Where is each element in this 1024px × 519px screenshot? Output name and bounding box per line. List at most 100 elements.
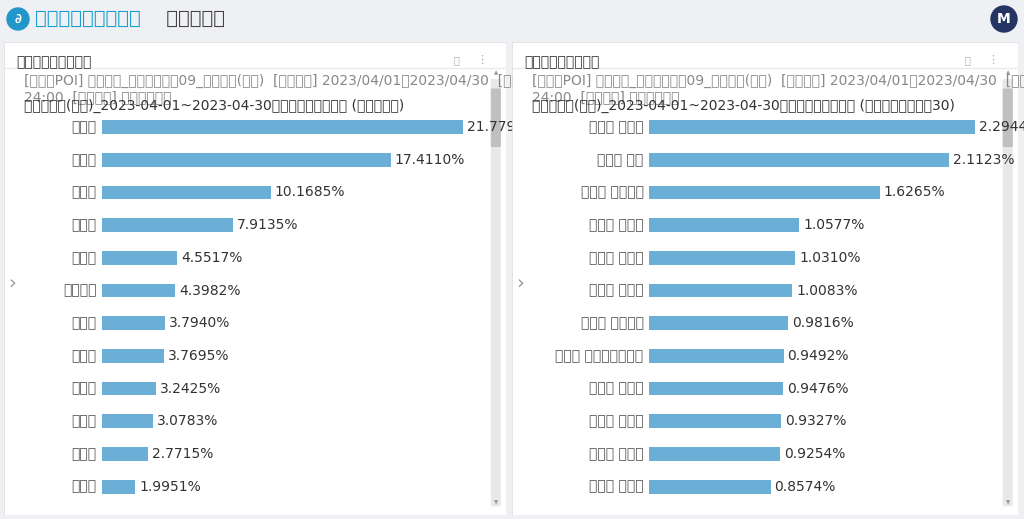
FancyBboxPatch shape: [4, 42, 506, 515]
FancyBboxPatch shape: [648, 251, 796, 265]
Text: 京都府: 京都府: [72, 381, 97, 395]
FancyBboxPatch shape: [490, 88, 501, 147]
Text: 愛知県 名古屋市千種区: 愛知県 名古屋市千種区: [555, 349, 643, 363]
Text: ▼: ▼: [1006, 500, 1010, 506]
Text: 三重県 松阪市: 三重県 松阪市: [589, 251, 643, 265]
Text: 大阪府 東大阪市: 大阪府 東大阪市: [581, 316, 643, 330]
FancyBboxPatch shape: [101, 251, 177, 265]
Text: 2.1123%: 2.1123%: [953, 153, 1015, 167]
Text: 埼玉県: 埼玉県: [72, 414, 97, 428]
Text: 4.5517%: 4.5517%: [181, 251, 243, 265]
Text: ›: ›: [516, 274, 524, 293]
FancyBboxPatch shape: [648, 186, 880, 199]
Text: 三重県 伊勢市: 三重県 伊勢市: [589, 120, 643, 134]
Text: ⋮: ⋮: [476, 56, 486, 65]
FancyBboxPatch shape: [648, 415, 781, 428]
Text: 3.7695%: 3.7695%: [168, 349, 230, 363]
Text: 「伊勢神宮(内宮)_2023-04-01~2023-04-30」への来訪者の割合 (市区町村別の上位30): 「伊勢神宮(内宮)_2023-04-01~2023-04-30」への来訪者の割合…: [532, 99, 955, 113]
Text: 0.9327%: 0.9327%: [785, 414, 847, 428]
FancyBboxPatch shape: [648, 120, 975, 134]
Text: 市区町村別来訪比率: 市区町村別来訪比率: [524, 56, 600, 70]
FancyBboxPatch shape: [101, 447, 147, 461]
Text: 3.7940%: 3.7940%: [169, 316, 230, 330]
Text: ›: ›: [8, 274, 15, 293]
Text: 4.3982%: 4.3982%: [179, 283, 241, 297]
Text: 1.9951%: 1.9951%: [139, 480, 201, 494]
Text: 愛知県 岡崎市: 愛知県 岡崎市: [589, 480, 643, 494]
Text: 1.0577%: 1.0577%: [803, 218, 864, 232]
Text: 岐阜県 岐阜市: 岐阜県 岐阜市: [589, 381, 643, 395]
Text: [ホームPOI] サンプル_観光スポット09_伊勢神宮(内宮)  [分析期間] 2023/04/01〜2023/04/30  [時間帯] 00:00〜
24:0: [ホームPOI] サンプル_観光スポット09_伊勢神宮(内宮) [分析期間] 2…: [25, 74, 586, 104]
FancyBboxPatch shape: [1002, 79, 1013, 507]
FancyBboxPatch shape: [1002, 88, 1013, 147]
Text: [ホームPOI] サンプル_観光スポット09_伊勢神宮(内宮)  [分析期間] 2023/04/01〜2023/04/30  [時間帯] 00:00〜
24:0: [ホームPOI] サンプル_観光スポット09_伊勢神宮(内宮) [分析期間] 2…: [532, 74, 1024, 104]
Text: 大阪府: 大阪府: [72, 153, 97, 167]
FancyBboxPatch shape: [101, 480, 135, 494]
FancyBboxPatch shape: [648, 382, 783, 395]
Text: 岐阜県: 岐阜県: [72, 316, 97, 330]
FancyBboxPatch shape: [101, 317, 165, 330]
Text: 2.2944%: 2.2944%: [979, 120, 1024, 134]
Text: 愛知県 豊橋市: 愛知県 豊橋市: [589, 218, 643, 232]
Text: 3.0783%: 3.0783%: [157, 414, 218, 428]
Text: 7.9135%: 7.9135%: [238, 218, 299, 232]
Text: 滋賀県: 滋賀県: [72, 480, 97, 494]
Text: 奈良県: 奈良県: [72, 447, 97, 461]
Text: ▼: ▼: [494, 500, 498, 506]
Text: 1.0310%: 1.0310%: [800, 251, 861, 265]
FancyBboxPatch shape: [648, 317, 788, 330]
Text: 兵庫県: 兵庫県: [72, 251, 97, 265]
Text: 3.2425%: 3.2425%: [160, 381, 221, 395]
FancyBboxPatch shape: [512, 42, 1018, 515]
Text: M: M: [997, 12, 1011, 26]
Text: 「伊勢神宮(内宮)_2023-04-01~2023-04-30」への来訪者の割合 (都道府県別): 「伊勢神宮(内宮)_2023-04-01~2023-04-30」への来訪者の割合…: [25, 99, 404, 113]
FancyBboxPatch shape: [648, 480, 770, 494]
Circle shape: [991, 6, 1017, 32]
Text: 1.6265%: 1.6265%: [884, 185, 945, 199]
Text: 三重県: 三重県: [72, 185, 97, 199]
Text: 愛知県 刈谷市: 愛知県 刈谷市: [589, 414, 643, 428]
Text: 静岡県: 静岡県: [72, 349, 97, 363]
Text: 21.7798%: 21.7798%: [467, 120, 538, 134]
Text: 0.9492%: 0.9492%: [787, 349, 849, 363]
FancyBboxPatch shape: [101, 382, 156, 395]
Text: ⋮: ⋮: [987, 56, 998, 65]
Text: 10.1685%: 10.1685%: [274, 185, 345, 199]
Text: 0.9476%: 0.9476%: [787, 381, 849, 395]
Text: 人流アナリティクス: 人流アナリティクス: [35, 8, 140, 28]
FancyBboxPatch shape: [101, 415, 153, 428]
FancyBboxPatch shape: [101, 218, 233, 232]
Text: 愛知県: 愛知県: [72, 120, 97, 134]
Text: 東京都: 東京都: [72, 218, 97, 232]
Text: 17.4110%: 17.4110%: [394, 153, 465, 167]
Text: 0.9816%: 0.9816%: [793, 316, 854, 330]
FancyBboxPatch shape: [101, 186, 270, 199]
FancyBboxPatch shape: [490, 79, 501, 507]
FancyBboxPatch shape: [101, 153, 391, 167]
FancyBboxPatch shape: [101, 284, 175, 297]
Text: 愛知県 一宮市: 愛知県 一宮市: [589, 283, 643, 297]
Text: ∂: ∂: [14, 12, 22, 25]
Text: 都道府県別来訪比率: 都道府県別来訪比率: [16, 56, 92, 70]
FancyBboxPatch shape: [648, 218, 799, 232]
Text: ⛶: ⛶: [454, 56, 459, 65]
Circle shape: [7, 8, 29, 30]
Text: 0.9254%: 0.9254%: [784, 447, 846, 461]
Text: ツーリズム: ツーリズム: [160, 8, 225, 28]
FancyBboxPatch shape: [648, 447, 780, 461]
FancyBboxPatch shape: [648, 153, 949, 167]
FancyBboxPatch shape: [101, 120, 463, 134]
Text: 2.7715%: 2.7715%: [152, 447, 213, 461]
Text: 1.0083%: 1.0083%: [796, 283, 857, 297]
Text: ⛶: ⛶: [965, 56, 971, 65]
Text: 奈良県 奈良市: 奈良県 奈良市: [589, 447, 643, 461]
FancyBboxPatch shape: [101, 349, 165, 363]
Text: 三重県 津市: 三重県 津市: [597, 153, 643, 167]
FancyBboxPatch shape: [648, 349, 783, 363]
Text: ▲: ▲: [1006, 71, 1010, 75]
FancyBboxPatch shape: [648, 284, 792, 297]
Text: 0.8574%: 0.8574%: [774, 480, 836, 494]
Text: 神奈川県: 神奈川県: [63, 283, 97, 297]
Text: ▲: ▲: [494, 71, 498, 75]
Text: 三重県 四日市市: 三重県 四日市市: [581, 185, 643, 199]
